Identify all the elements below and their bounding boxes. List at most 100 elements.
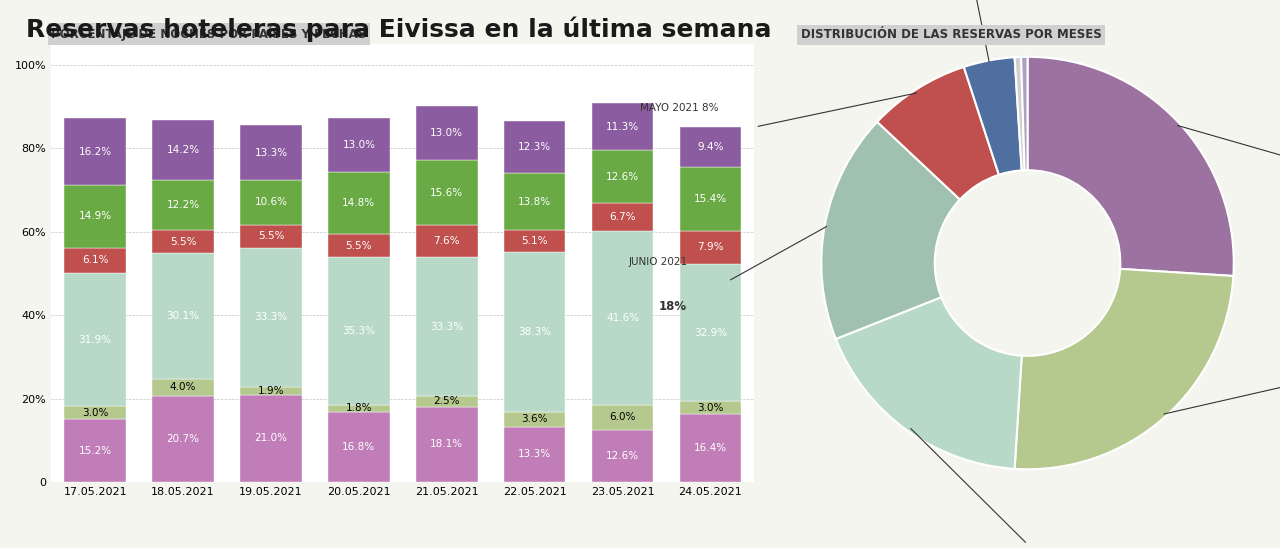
Bar — [680, 231, 741, 264]
Text: 15.4%: 15.4% — [694, 194, 727, 204]
Bar — [591, 430, 653, 482]
Bar — [591, 203, 653, 231]
Bar — [152, 180, 214, 231]
Text: 6.1%: 6.1% — [82, 255, 109, 265]
Bar — [416, 225, 477, 257]
Bar — [680, 264, 741, 401]
Bar — [328, 404, 389, 412]
Bar — [241, 387, 302, 395]
Text: 1.9%: 1.9% — [257, 386, 284, 396]
Wedge shape — [836, 297, 1021, 469]
Bar — [504, 252, 566, 412]
Text: 16.4%: 16.4% — [694, 443, 727, 453]
Text: 5.5%: 5.5% — [170, 237, 196, 247]
Text: 12.2%: 12.2% — [166, 200, 200, 210]
Bar — [680, 127, 741, 167]
Text: 33.3%: 33.3% — [255, 312, 288, 322]
Bar — [152, 253, 214, 379]
Bar — [416, 407, 477, 482]
Wedge shape — [822, 122, 960, 339]
Bar — [152, 396, 214, 482]
Bar — [680, 401, 741, 414]
Text: 13.0%: 13.0% — [342, 140, 375, 150]
Text: 15.6%: 15.6% — [430, 188, 463, 198]
Bar — [504, 427, 566, 482]
Text: 35.3%: 35.3% — [342, 326, 375, 336]
Text: 14.9%: 14.9% — [78, 212, 111, 221]
Bar — [64, 273, 125, 406]
Text: 41.6%: 41.6% — [605, 313, 639, 323]
Text: 13.8%: 13.8% — [518, 197, 552, 207]
Bar — [64, 248, 125, 273]
Text: MAYO 2021 8%: MAYO 2021 8% — [640, 104, 718, 113]
Bar — [591, 231, 653, 404]
Text: 13.3%: 13.3% — [255, 147, 288, 158]
Text: 12.3%: 12.3% — [518, 142, 552, 152]
Text: 13.3%: 13.3% — [518, 449, 552, 459]
Text: DISTRIBUCIÓN DE LAS RESERVAS POR MESES: DISTRIBUCIÓN DE LAS RESERVAS POR MESES — [801, 28, 1102, 41]
Text: 15.2%: 15.2% — [78, 446, 111, 455]
Text: 4.0%: 4.0% — [170, 383, 196, 392]
Text: 6.7%: 6.7% — [609, 212, 636, 222]
Text: 1.8%: 1.8% — [346, 403, 372, 413]
Bar — [591, 404, 653, 430]
Text: 16.8%: 16.8% — [342, 442, 375, 452]
Bar — [241, 125, 302, 180]
Text: 5.5%: 5.5% — [257, 231, 284, 241]
Bar — [328, 173, 389, 234]
Bar — [64, 406, 125, 419]
Bar — [152, 120, 214, 180]
Text: 12.6%: 12.6% — [605, 172, 639, 181]
Bar — [328, 412, 389, 482]
Text: 20.7%: 20.7% — [166, 434, 200, 444]
Bar — [64, 419, 125, 482]
Text: 13.0%: 13.0% — [430, 128, 463, 138]
Bar — [152, 379, 214, 396]
Bar — [504, 122, 566, 173]
Text: 31.9%: 31.9% — [78, 335, 111, 345]
Text: 16.2%: 16.2% — [78, 146, 111, 157]
Text: PORCENTAJE DE NOCHES POR PAÍSES Y FECHAS: PORCENTAJE DE NOCHES POR PAÍSES Y FECHAS — [51, 27, 366, 41]
Text: 18.1%: 18.1% — [430, 439, 463, 449]
Text: 7.6%: 7.6% — [434, 236, 460, 247]
Text: 14.8%: 14.8% — [342, 198, 375, 208]
Bar — [416, 396, 477, 407]
Bar — [504, 231, 566, 252]
Text: 7.9%: 7.9% — [698, 242, 723, 253]
Wedge shape — [964, 57, 1021, 175]
Bar — [152, 231, 214, 253]
Bar — [328, 234, 389, 257]
Wedge shape — [1015, 269, 1234, 469]
Text: 18%: 18% — [659, 300, 687, 313]
Wedge shape — [1028, 57, 1234, 276]
Wedge shape — [1015, 57, 1024, 170]
Text: 3.6%: 3.6% — [521, 414, 548, 424]
Bar — [416, 257, 477, 396]
Bar — [591, 103, 653, 150]
Text: 3.0%: 3.0% — [698, 402, 723, 413]
Bar — [241, 395, 302, 482]
Text: 30.1%: 30.1% — [166, 311, 200, 321]
Text: 38.3%: 38.3% — [518, 327, 552, 336]
Text: 10.6%: 10.6% — [255, 197, 288, 208]
Bar — [504, 412, 566, 427]
Text: 9.4%: 9.4% — [698, 142, 723, 152]
Wedge shape — [877, 67, 998, 199]
Bar — [416, 106, 477, 161]
Bar — [680, 167, 741, 231]
Text: 21.0%: 21.0% — [255, 433, 288, 443]
Text: 14.2%: 14.2% — [166, 145, 200, 155]
Text: 3.0%: 3.0% — [82, 408, 109, 418]
Bar — [328, 257, 389, 404]
Bar — [328, 118, 389, 173]
Text: 5.1%: 5.1% — [521, 236, 548, 246]
Bar — [680, 414, 741, 482]
Bar — [64, 118, 125, 185]
Bar — [241, 225, 302, 248]
Text: 5.5%: 5.5% — [346, 241, 372, 251]
Text: JUNIO 2021: JUNIO 2021 — [628, 257, 687, 267]
Bar — [64, 185, 125, 248]
Wedge shape — [1021, 57, 1028, 170]
Text: Reservas hoteleras para Eivissa en la última semana: Reservas hoteleras para Eivissa en la úl… — [26, 16, 771, 42]
Bar — [504, 173, 566, 231]
